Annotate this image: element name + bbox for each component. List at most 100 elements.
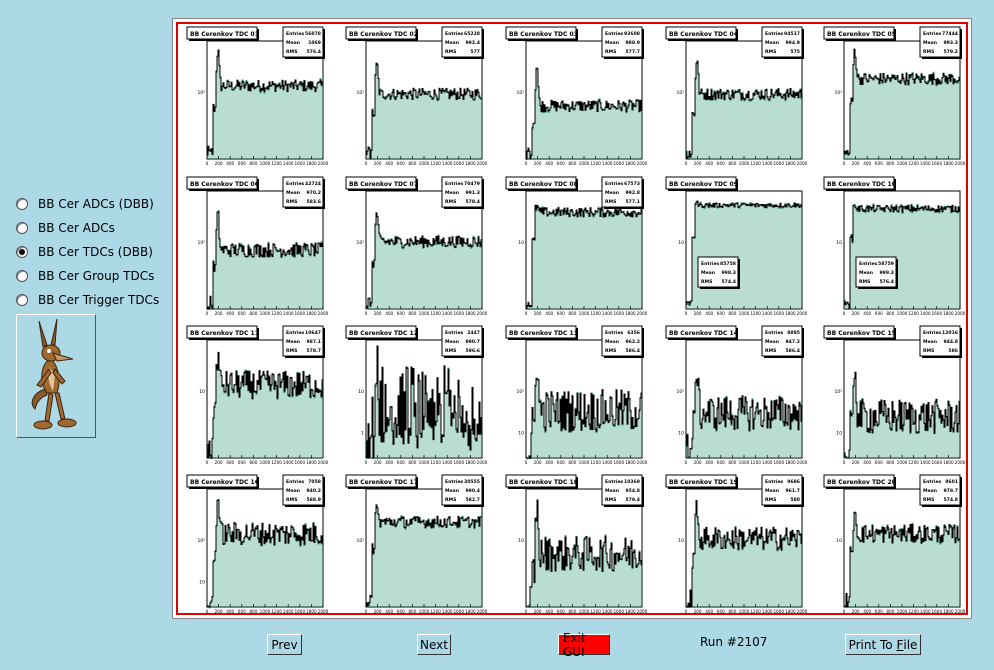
hist-title-frame (186, 474, 258, 488)
x-tick-label: 400 (705, 609, 713, 614)
y-tick-label: 10 (678, 538, 684, 544)
stats-label: Entries (923, 479, 942, 485)
x-tick-label: 0 (525, 311, 528, 316)
hist-title-frame (345, 325, 417, 339)
x-tick-label: 1600 (294, 311, 305, 316)
stats-label: Mean (923, 40, 937, 46)
x-tick-label: 600 (875, 311, 883, 316)
stats-label: RMS (605, 49, 616, 55)
y-tick-label: 10 (518, 430, 524, 436)
x-tick-label: 800 (408, 311, 416, 316)
x-tick-label: 600 (238, 161, 246, 166)
stats-label: Mean (445, 488, 459, 494)
x-tick-label: 1000 (897, 609, 908, 614)
x-tick-label: 1400 (602, 161, 613, 166)
histogram-panel: BB Cerenkov TDC 030 200 400 600 800 1000 1200 1… (505, 26, 648, 166)
radio-bb-cer-adcs[interactable]: BB Cer ADCs (16, 216, 159, 240)
x-tick-label: 600 (717, 161, 725, 166)
stats-value: 962.2 (625, 339, 640, 345)
hist-title-frame (505, 325, 577, 339)
x-tick-label: 2000 (637, 161, 648, 166)
stats-label: RMS (923, 348, 934, 354)
stats-label: Mean (286, 339, 300, 345)
stats-label: RMS (605, 348, 616, 354)
coyote-icon (31, 318, 77, 430)
x-tick-label: 1200 (908, 311, 919, 316)
x-tick-label: 1800 (785, 609, 796, 614)
stats-value: 85758 (720, 261, 736, 267)
x-tick-label: 1600 (931, 311, 942, 316)
hist-title: BB Cerenkov TDC 20 (827, 479, 896, 486)
y-tick-label: 10 (358, 389, 364, 395)
prev-button[interactable]: Prev (267, 634, 302, 655)
x-tick-label: 800 (886, 460, 894, 465)
x-tick-label: 600 (557, 311, 565, 316)
stats-label: RMS (286, 49, 297, 55)
radio-selected-icon[interactable] (16, 246, 28, 258)
radio-bb-cer-adcs-dbb[interactable]: BB Cer ADCs (DBB) (16, 192, 159, 216)
stats-value: 67573 (624, 181, 640, 187)
x-tick-label: 200 (534, 311, 542, 316)
stats-label: Entries (923, 31, 942, 37)
stats-label: Entries (605, 330, 624, 336)
x-tick-label: 400 (385, 161, 393, 166)
x-tick-label: 200 (694, 161, 702, 166)
radio-bb-cer-group-tdcs[interactable]: BB Cer Group TDCs (16, 264, 159, 288)
histogram-panel: BB Cerenkov TDC 070 200 400 600 800 1000 1200 1… (345, 176, 488, 316)
stats-box (601, 474, 643, 506)
stats-label: RMS (286, 348, 297, 354)
hist-fill (366, 63, 482, 159)
x-tick-label: 200 (215, 311, 223, 316)
stats-value: 92608 (624, 31, 640, 37)
x-tick-label: 400 (226, 460, 234, 465)
radio-circle-icon[interactable] (16, 270, 28, 282)
y-tick-label: 10² (356, 538, 364, 544)
x-tick-label: 1600 (453, 609, 464, 614)
x-tick-label: 1200 (271, 161, 282, 166)
radio-label: BB Cer ADCs (38, 221, 115, 235)
x-tick-label: 1200 (590, 460, 601, 465)
x-tick-label: 1400 (442, 311, 453, 316)
y-tick-label: 10 (836, 240, 842, 246)
radio-bb-cer-tdcs-dbb[interactable]: BB Cer TDCs (DBB) (16, 240, 159, 264)
x-tick-label: 0 (685, 460, 688, 465)
exit-gui-button[interactable]: Exit GUI (558, 631, 610, 659)
stats-value: 10647 (305, 330, 321, 336)
hist-frame (525, 40, 643, 160)
next-button[interactable]: Next (417, 634, 451, 655)
radio-circle-icon[interactable] (16, 198, 28, 210)
x-tick-label: 200 (374, 311, 382, 316)
y-tick-label: 10² (834, 90, 842, 96)
hist-title-frame (345, 26, 417, 40)
x-tick-label: 1800 (625, 161, 636, 166)
x-tick-label: 1000 (897, 161, 908, 166)
x-tick-label: 400 (863, 161, 871, 166)
x-tick-label: 200 (694, 460, 702, 465)
plot-canvas[interactable]: BB Cerenkov TDC 01 0 200 400 600 800 1000 1200 1… (172, 18, 972, 619)
x-tick-label: 1800 (465, 311, 476, 316)
radio-circle-icon[interactable] (16, 222, 28, 234)
x-tick-label: 800 (568, 609, 576, 614)
x-tick-label: 0 (206, 460, 209, 465)
radio-bb-cer-trigger-tdcs[interactable]: BB Cer Trigger TDCs (16, 288, 159, 312)
stats-value: 10369 (624, 479, 640, 485)
radio-circle-icon[interactable] (16, 294, 28, 306)
hist-line (366, 504, 482, 608)
hist-fill (526, 205, 642, 309)
hist-title: BB Cerenkov TDC 04 (669, 31, 738, 38)
x-tick-label: 0 (843, 161, 846, 166)
stats-label: Mean (445, 40, 459, 46)
x-tick-label: 600 (238, 311, 246, 316)
x-tick-label: 600 (397, 311, 405, 316)
hist-title: BB Cerenkov TDC 01 (190, 31, 259, 38)
stats-value: 7058 (308, 479, 321, 485)
x-tick-label: 1600 (613, 460, 624, 465)
x-tick-label: 1000 (419, 609, 430, 614)
histogram-grid: BB Cerenkov TDC 010 200 400 600 800 1000 1200 1… (186, 26, 966, 614)
stats-label: Mean (286, 488, 300, 494)
x-tick-label: 1800 (625, 311, 636, 316)
hist-title-frame (823, 325, 895, 339)
print-label-hotkey: F (896, 637, 904, 652)
stats-value: 987.1 (306, 339, 321, 345)
